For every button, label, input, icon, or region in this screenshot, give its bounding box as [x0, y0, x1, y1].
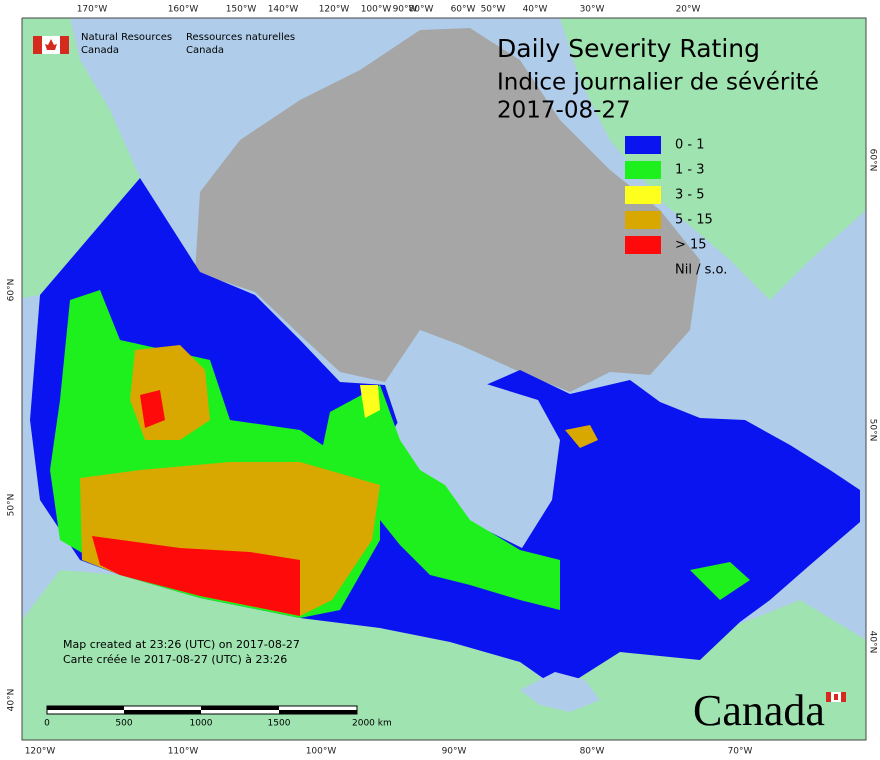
scale-label: 1000	[190, 719, 213, 729]
legend-swatch	[625, 161, 661, 179]
scale-seg	[47, 706, 124, 710]
agency-block: Natural Resources Canada Ressources natu…	[33, 32, 295, 56]
lat-label: 50°N	[7, 494, 17, 517]
lat-label: 60°N	[868, 149, 878, 172]
lon-label: 60°W	[451, 5, 476, 15]
legend-swatch	[625, 136, 661, 154]
legend-label: 5 - 15	[675, 213, 713, 228]
scale-label: 0	[44, 719, 50, 729]
lat-label: 40°N	[868, 631, 878, 654]
agency-en: Natural Resources	[81, 32, 172, 43]
legend-swatch	[625, 236, 661, 254]
title: Daily Severity Rating	[497, 34, 760, 63]
lon-label: 80°W	[580, 747, 605, 757]
map-body	[21, 17, 867, 741]
subtitle: Indice journalier de sévérité	[497, 70, 819, 96]
flag-bar	[841, 692, 846, 702]
agency-fr: Canada	[186, 45, 224, 56]
note-fr: Carte créée le 2017-08-27 (UTC) à 23:26	[63, 653, 287, 666]
agency-en: Canada	[81, 45, 119, 56]
date: 2017-08-27	[497, 98, 631, 124]
legend-label: 0 - 1	[675, 138, 705, 153]
flag-bar	[33, 36, 42, 54]
lon-label: 110°W	[168, 747, 199, 757]
frame	[21, 17, 867, 741]
lon-label: 30°W	[580, 5, 605, 15]
scale-seg	[124, 710, 201, 714]
note-en: Map created at 23:26 (UTC) on 2017-08-27	[63, 638, 300, 651]
lon-label: 40°W	[523, 5, 548, 15]
legend-label: 1 - 3	[675, 163, 705, 178]
lat-label: 50°N	[868, 419, 878, 442]
legend-label: > 15	[675, 238, 707, 253]
maple-leaf	[45, 39, 57, 50]
flag-bar	[826, 692, 831, 702]
usa	[22, 570, 866, 740]
graticule-labels: 170°W 160°W 150°W 140°W 120°W 100°W 90°W80°W 60…	[7, 5, 878, 757]
agency-fr: Ressources naturelles	[186, 32, 295, 43]
lon-label: 90°W	[442, 747, 467, 757]
scale-bar: 0 500 1000 1500 2000 km	[44, 705, 392, 729]
lon-label: 140°W	[268, 5, 299, 15]
lon-label: 20°W	[676, 5, 701, 15]
lat-label: 40°N	[7, 689, 17, 712]
hudson-bay	[392, 382, 560, 548]
wordmark: Canada	[693, 686, 825, 735]
scale-label: 500	[115, 719, 132, 729]
lon-label: 50°W	[481, 5, 506, 15]
arctic-islands	[195, 28, 700, 392]
lon-label: 100°W	[361, 5, 392, 15]
flag-bar	[60, 36, 69, 54]
legend-swatch	[625, 186, 661, 204]
dsr-green-east	[690, 562, 750, 600]
lon-label: 100°W	[306, 747, 337, 757]
scale-seg	[279, 710, 357, 714]
legend-swatch	[625, 211, 661, 229]
lon-label: 70°W	[728, 747, 753, 757]
greenland	[560, 18, 866, 300]
dsr-red-north	[140, 390, 165, 428]
legend: 0 - 1 1 - 3 3 - 5 5 - 15 > 15 Nil / s.o.	[625, 136, 727, 279]
lon-label: 120°W	[319, 5, 350, 15]
dsr-yellow	[360, 385, 380, 418]
legend-swatch	[625, 261, 661, 279]
lat-label: 60°N	[7, 279, 17, 302]
great-lakes	[520, 672, 600, 712]
lon-label: 170°W	[77, 5, 108, 15]
lon-label: 150°W	[226, 5, 257, 15]
scale-label: 1500	[268, 719, 291, 729]
dsr-red	[92, 536, 300, 616]
dsr-orange-quebec	[565, 425, 598, 448]
scale-seg	[201, 706, 279, 710]
lon-label: 80°W	[409, 5, 434, 15]
legend-label: Nil / s.o.	[675, 263, 727, 278]
lon-label: 120°W	[25, 747, 56, 757]
maple-leaf	[834, 694, 838, 700]
wordmark-flag	[826, 692, 846, 702]
legend-label: 3 - 5	[675, 188, 705, 203]
lon-label: 90°W	[393, 5, 418, 15]
lon-label: 160°W	[168, 5, 199, 15]
scale-label: 2000 km	[352, 719, 392, 729]
dsr-green	[322, 385, 560, 610]
alaska	[22, 18, 140, 298]
